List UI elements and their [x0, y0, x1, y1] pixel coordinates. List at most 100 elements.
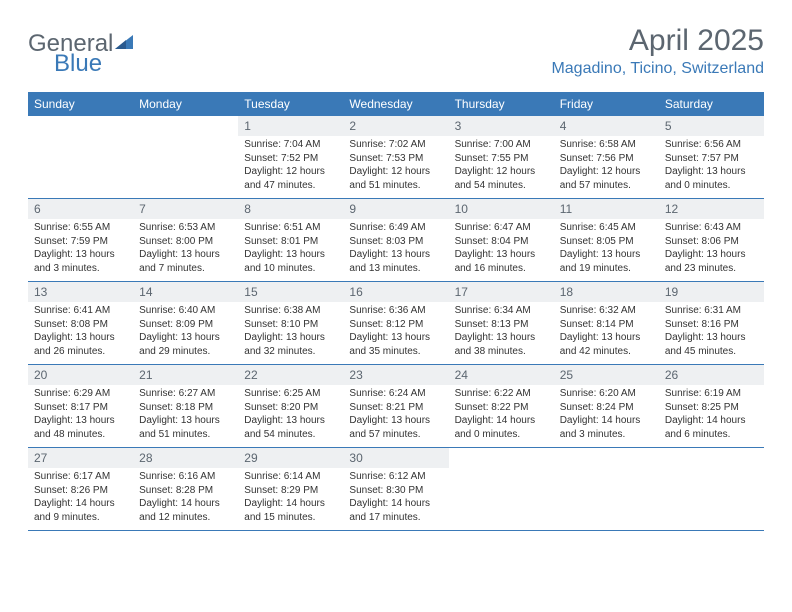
day-number: 27 [28, 448, 133, 468]
daylight-text: Daylight: 14 hours and 3 minutes. [560, 414, 653, 441]
daylight-text: Daylight: 13 hours and 0 minutes. [665, 165, 758, 192]
day-cell: 2Sunrise: 7:02 AMSunset: 7:53 PMDaylight… [343, 116, 448, 198]
sunset-text: Sunset: 8:00 PM [139, 235, 232, 249]
day-number: 3 [449, 116, 554, 136]
daylight-text: Daylight: 14 hours and 6 minutes. [665, 414, 758, 441]
day-number: 19 [659, 282, 764, 302]
day-number: 15 [238, 282, 343, 302]
day-body: Sunrise: 6:25 AMSunset: 8:20 PMDaylight:… [238, 385, 343, 445]
day-header-sunday: Sunday [28, 93, 133, 116]
day-cell: 15Sunrise: 6:38 AMSunset: 8:10 PMDayligh… [238, 282, 343, 364]
day-cell: 16Sunrise: 6:36 AMSunset: 8:12 PMDayligh… [343, 282, 448, 364]
daylight-text: Daylight: 14 hours and 12 minutes. [139, 497, 232, 524]
sunrise-text: Sunrise: 6:20 AM [560, 387, 653, 401]
sunset-text: Sunset: 8:03 PM [349, 235, 442, 249]
day-cell: 11Sunrise: 6:45 AMSunset: 8:05 PMDayligh… [554, 199, 659, 281]
day-cell: 17Sunrise: 6:34 AMSunset: 8:13 PMDayligh… [449, 282, 554, 364]
day-header-monday: Monday [133, 93, 238, 116]
day-number: 17 [449, 282, 554, 302]
daylight-text: Daylight: 12 hours and 47 minutes. [244, 165, 337, 192]
sunset-text: Sunset: 8:09 PM [139, 318, 232, 332]
day-body: Sunrise: 6:32 AMSunset: 8:14 PMDaylight:… [554, 302, 659, 362]
daylight-text: Daylight: 13 hours and 57 minutes. [349, 414, 442, 441]
sunrise-text: Sunrise: 6:29 AM [34, 387, 127, 401]
brand-part2-wrap: Blue [54, 50, 102, 78]
sunrise-text: Sunrise: 7:04 AM [244, 138, 337, 152]
daylight-text: Daylight: 14 hours and 9 minutes. [34, 497, 127, 524]
day-cell: 18Sunrise: 6:32 AMSunset: 8:14 PMDayligh… [554, 282, 659, 364]
sunrise-text: Sunrise: 6:31 AM [665, 304, 758, 318]
day-number: 16 [343, 282, 448, 302]
day-body: Sunrise: 6:24 AMSunset: 8:21 PMDaylight:… [343, 385, 448, 445]
day-cell: 12Sunrise: 6:43 AMSunset: 8:06 PMDayligh… [659, 199, 764, 281]
day-cell [133, 116, 238, 198]
sunset-text: Sunset: 8:01 PM [244, 235, 337, 249]
daylight-text: Daylight: 13 hours and 3 minutes. [34, 248, 127, 275]
header: General April 2025 Magadino, Ticino, Swi… [28, 24, 764, 78]
daylight-text: Daylight: 13 hours and 38 minutes. [455, 331, 548, 358]
week-row: 1Sunrise: 7:04 AMSunset: 7:52 PMDaylight… [28, 116, 764, 199]
day-cell [554, 448, 659, 530]
day-cell: 23Sunrise: 6:24 AMSunset: 8:21 PMDayligh… [343, 365, 448, 447]
day-body: Sunrise: 6:47 AMSunset: 8:04 PMDaylight:… [449, 219, 554, 279]
day-body: Sunrise: 6:38 AMSunset: 8:10 PMDaylight:… [238, 302, 343, 362]
page: General April 2025 Magadino, Ticino, Swi… [0, 0, 792, 531]
sunset-text: Sunset: 8:05 PM [560, 235, 653, 249]
sunset-text: Sunset: 8:22 PM [455, 401, 548, 415]
day-number: 26 [659, 365, 764, 385]
daylight-text: Daylight: 13 hours and 13 minutes. [349, 248, 442, 275]
day-body: Sunrise: 6:12 AMSunset: 8:30 PMDaylight:… [343, 468, 448, 528]
day-number: 12 [659, 199, 764, 219]
day-number: 9 [343, 199, 448, 219]
day-header-row: SundayMondayTuesdayWednesdayThursdayFrid… [28, 93, 764, 116]
week-row: 27Sunrise: 6:17 AMSunset: 8:26 PMDayligh… [28, 448, 764, 531]
sunrise-text: Sunrise: 6:41 AM [34, 304, 127, 318]
day-cell: 22Sunrise: 6:25 AMSunset: 8:20 PMDayligh… [238, 365, 343, 447]
day-number: 22 [238, 365, 343, 385]
daylight-text: Daylight: 13 hours and 29 minutes. [139, 331, 232, 358]
day-number: 11 [554, 199, 659, 219]
day-body: Sunrise: 6:43 AMSunset: 8:06 PMDaylight:… [659, 219, 764, 279]
day-number: 2 [343, 116, 448, 136]
day-header-tuesday: Tuesday [238, 93, 343, 116]
day-cell: 4Sunrise: 6:58 AMSunset: 7:56 PMDaylight… [554, 116, 659, 198]
sunrise-text: Sunrise: 6:40 AM [139, 304, 232, 318]
week-row: 20Sunrise: 6:29 AMSunset: 8:17 PMDayligh… [28, 365, 764, 448]
sunset-text: Sunset: 8:08 PM [34, 318, 127, 332]
day-body: Sunrise: 7:02 AMSunset: 7:53 PMDaylight:… [343, 136, 448, 196]
day-number: 5 [659, 116, 764, 136]
sunrise-text: Sunrise: 7:00 AM [455, 138, 548, 152]
sunset-text: Sunset: 8:04 PM [455, 235, 548, 249]
daylight-text: Daylight: 14 hours and 0 minutes. [455, 414, 548, 441]
day-cell [449, 448, 554, 530]
day-number: 7 [133, 199, 238, 219]
sunset-text: Sunset: 8:13 PM [455, 318, 548, 332]
sunset-text: Sunset: 8:30 PM [349, 484, 442, 498]
daylight-text: Daylight: 12 hours and 54 minutes. [455, 165, 548, 192]
daylight-text: Daylight: 13 hours and 16 minutes. [455, 248, 548, 275]
daylight-text: Daylight: 13 hours and 45 minutes. [665, 331, 758, 358]
calendar-grid: SundayMondayTuesdayWednesdayThursdayFrid… [28, 92, 764, 531]
daylight-text: Daylight: 14 hours and 15 minutes. [244, 497, 337, 524]
sunrise-text: Sunrise: 6:25 AM [244, 387, 337, 401]
day-cell: 14Sunrise: 6:40 AMSunset: 8:09 PMDayligh… [133, 282, 238, 364]
sunset-text: Sunset: 7:59 PM [34, 235, 127, 249]
day-number: 21 [133, 365, 238, 385]
day-cell: 6Sunrise: 6:55 AMSunset: 7:59 PMDaylight… [28, 199, 133, 281]
daylight-text: Daylight: 13 hours and 19 minutes. [560, 248, 653, 275]
day-cell: 8Sunrise: 6:51 AMSunset: 8:01 PMDaylight… [238, 199, 343, 281]
day-body: Sunrise: 6:49 AMSunset: 8:03 PMDaylight:… [343, 219, 448, 279]
daylight-text: Daylight: 13 hours and 35 minutes. [349, 331, 442, 358]
sunrise-text: Sunrise: 6:16 AM [139, 470, 232, 484]
sunset-text: Sunset: 8:21 PM [349, 401, 442, 415]
sunset-text: Sunset: 7:53 PM [349, 152, 442, 166]
title-block: April 2025 Magadino, Ticino, Switzerland [551, 24, 764, 78]
day-cell: 24Sunrise: 6:22 AMSunset: 8:22 PMDayligh… [449, 365, 554, 447]
day-body: Sunrise: 6:34 AMSunset: 8:13 PMDaylight:… [449, 302, 554, 362]
daylight-text: Daylight: 12 hours and 51 minutes. [349, 165, 442, 192]
sunrise-text: Sunrise: 6:49 AM [349, 221, 442, 235]
sunrise-text: Sunrise: 6:38 AM [244, 304, 337, 318]
day-cell: 7Sunrise: 6:53 AMSunset: 8:00 PMDaylight… [133, 199, 238, 281]
week-row: 6Sunrise: 6:55 AMSunset: 7:59 PMDaylight… [28, 199, 764, 282]
sunrise-text: Sunrise: 6:19 AM [665, 387, 758, 401]
